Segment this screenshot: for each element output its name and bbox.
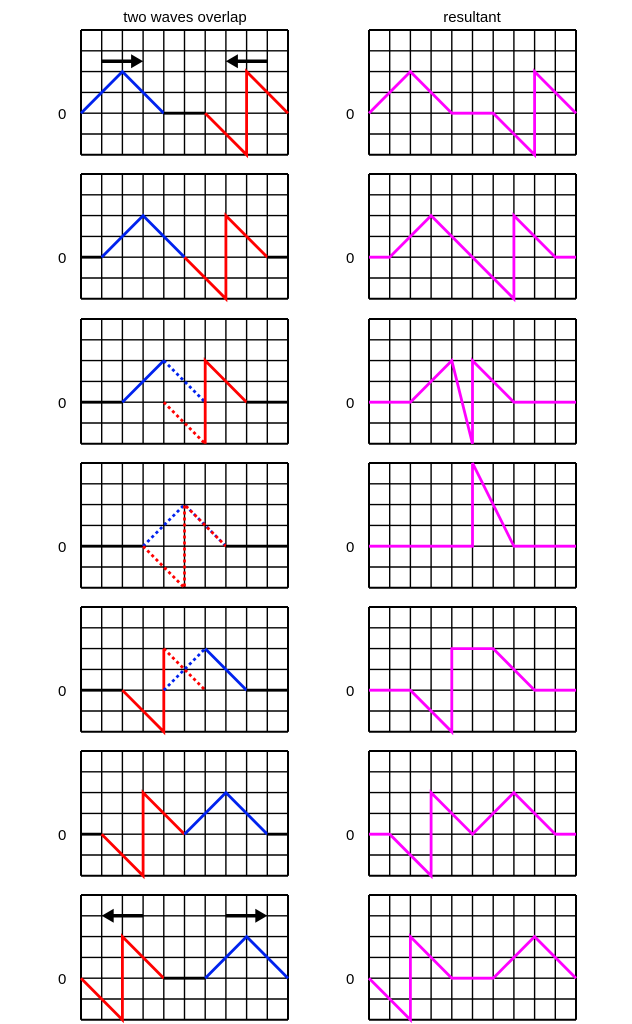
resultant-panel: 0 <box>346 462 577 589</box>
red-wave <box>80 933 165 1024</box>
overlap-panel: 0 <box>58 606 289 736</box>
resultant-wave <box>368 68 577 159</box>
blue-wave <box>162 359 207 404</box>
zero-label: 0 <box>346 250 354 267</box>
overlap-panel: 0 <box>58 462 289 592</box>
overlap-panel: 0 <box>58 318 289 445</box>
overlap-panel: 0 <box>58 29 289 159</box>
arrow-left-icon <box>225 54 268 69</box>
zero-label: 0 <box>346 971 354 988</box>
red-wave <box>203 357 248 444</box>
resultant-panel: 0 <box>346 173 577 303</box>
blue-wave <box>183 790 269 836</box>
zero-label: 0 <box>346 827 354 844</box>
blue-wave <box>121 359 165 404</box>
resultant-panel: 0 <box>346 318 577 445</box>
resultant-wave <box>369 357 576 445</box>
zero-label: 0 <box>346 539 354 556</box>
grid <box>80 750 289 877</box>
arrow-head <box>225 54 238 69</box>
resultant-panel: 0 <box>346 29 577 159</box>
resultant-panel: 0 <box>346 894 577 1024</box>
grid <box>368 750 577 877</box>
header-two-waves-overlap: two waves overlap <box>123 9 246 26</box>
overlap-panel: 0 <box>58 173 289 303</box>
red-wave <box>121 648 166 736</box>
blue-wave <box>204 934 289 980</box>
red-wave <box>183 212 269 303</box>
overlap-panel: 0 <box>58 894 289 1024</box>
resultant-wave <box>368 933 577 1024</box>
resultant-panel: 0 <box>346 606 577 736</box>
resultant-wave <box>369 647 576 736</box>
zero-label: 0 <box>58 395 66 412</box>
zero-label: 0 <box>58 827 66 844</box>
blue-wave <box>100 213 186 259</box>
arrow-head <box>255 908 268 923</box>
header-resultant: resultant <box>443 9 501 26</box>
grid <box>80 173 289 300</box>
resultant-panel: 0 <box>346 750 577 880</box>
blue-wave <box>204 647 248 692</box>
resultant-wave <box>369 789 576 880</box>
zero-label: 0 <box>58 539 66 556</box>
arrow-head <box>131 54 144 69</box>
red-wave <box>204 68 289 159</box>
grid <box>368 894 577 1021</box>
zero-label: 0 <box>58 971 66 988</box>
red-wave <box>100 789 186 880</box>
red-wave <box>162 647 207 692</box>
zero-label: 0 <box>346 683 354 700</box>
overlap-column: 0 0 0 0 0 0 0 <box>58 29 289 1024</box>
resultant-wave <box>369 462 576 548</box>
grid <box>368 606 577 733</box>
grid <box>80 318 289 445</box>
zero-label: 0 <box>58 683 66 700</box>
blue-wave <box>162 647 207 692</box>
blue-wave <box>80 69 165 115</box>
red-wave <box>162 401 207 445</box>
resultant-column: 0 0 0 0 0 0 0 <box>346 29 577 1024</box>
grid <box>368 29 577 156</box>
arrow-right-icon <box>225 908 268 923</box>
zero-label: 0 <box>346 106 354 123</box>
arrow-right-icon <box>101 54 144 69</box>
arrow-left-icon <box>101 908 144 923</box>
grid <box>80 29 289 156</box>
zero-label: 0 <box>58 106 66 123</box>
zero-label: 0 <box>58 250 66 267</box>
overlap-panel: 0 <box>58 750 289 880</box>
resultant-wave <box>369 212 576 303</box>
arrow-head <box>101 908 114 923</box>
zero-label: 0 <box>346 395 354 412</box>
grid <box>368 173 577 300</box>
grid <box>80 606 289 733</box>
